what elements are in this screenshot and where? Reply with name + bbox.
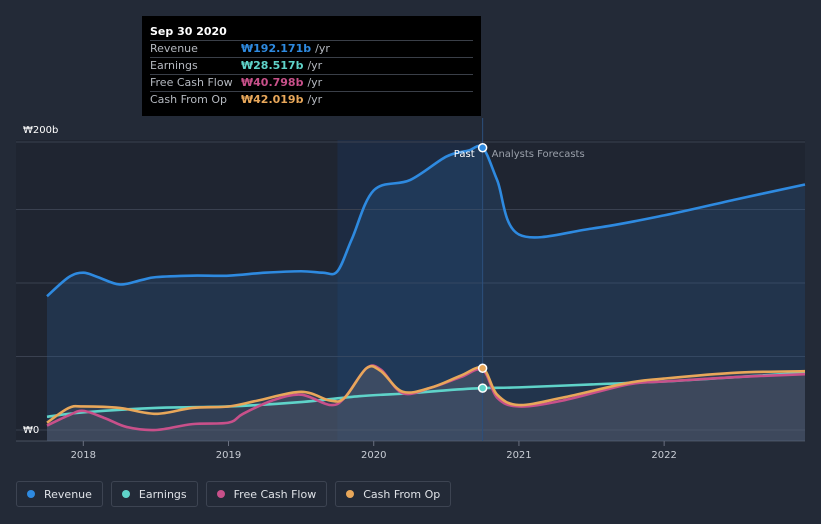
marker-earnings — [477, 383, 488, 393]
tooltip-date: Sep 30 2020 — [150, 25, 227, 38]
series-line — [46, 144, 806, 298]
marker-revenue — [477, 143, 488, 153]
x-tick-label: 2019 — [216, 450, 241, 461]
series-line — [46, 364, 806, 424]
tooltip-unit: /yr — [307, 93, 323, 106]
legend-dot-icon — [27, 490, 35, 498]
tooltip-unit: /yr — [307, 59, 323, 72]
legend-dot-icon — [346, 490, 355, 498]
tooltip-row-cash-from-op: Cash From Op ₩42.019b /yr — [150, 91, 473, 108]
tooltip-value: ₩42.019b — [241, 93, 304, 106]
hover-markers — [477, 143, 488, 393]
x-axis: 2018 2019 2020 2021 2022 — [71, 441, 677, 461]
series-area — [47, 365, 805, 441]
y-tick-label-top: ₩200b — [23, 125, 58, 136]
tooltip-value: ₩192.171b — [241, 42, 312, 55]
legend-item-revenue[interactable]: Revenue — [16, 481, 103, 507]
legend-item-earnings[interactable]: Earnings — [110, 481, 198, 507]
legend-label: Cash From Op — [363, 487, 441, 501]
tooltip-unit: /yr — [307, 76, 323, 89]
tooltip-label: Cash From Op — [150, 93, 228, 106]
series-area — [47, 145, 805, 441]
legend-label: Earnings — [138, 487, 187, 501]
series-area — [47, 366, 805, 441]
tooltip-label: Revenue — [150, 42, 198, 55]
x-tick-label: 2022 — [651, 450, 676, 461]
tooltip-row-free-cash-flow: Free Cash Flow ₩40.798b /yr — [150, 74, 473, 91]
y-tick-label-bottom: ₩0 — [23, 425, 39, 436]
legend-dot-icon — [216, 490, 225, 498]
x-tick-label: 2021 — [506, 450, 531, 461]
tooltip-label: Free Cash Flow — [150, 76, 233, 89]
past-label: Past — [454, 149, 475, 160]
tooltip-unit: /yr — [315, 42, 330, 55]
legend-dot-icon — [121, 490, 130, 498]
tooltip-value: ₩28.517b — [241, 59, 304, 72]
legend: Revenue Earnings Free Cash Flow Cash Fro… — [16, 481, 452, 507]
legend-item-cash-from-op[interactable]: Cash From Op — [335, 481, 452, 507]
tooltip: Sep 30 2020 Revenue ₩192.171b /yr Earnin… — [142, 16, 481, 116]
marker-cash-from-op — [477, 363, 488, 374]
series-areas — [47, 145, 805, 441]
tooltip-label: Earnings — [150, 59, 198, 72]
tooltip-value: ₩40.798b — [241, 76, 304, 89]
legend-label: Revenue — [44, 487, 92, 501]
series-lines — [46, 144, 806, 432]
past-highlight-band — [337, 140, 483, 441]
legend-item-free-cash-flow[interactable]: Free Cash Flow — [205, 481, 328, 507]
forecast-label: Analysts Forecasts — [492, 149, 585, 160]
legend-label: Free Cash Flow — [233, 487, 317, 501]
x-tick-label: 2018 — [71, 450, 96, 461]
x-tick-label: 2020 — [361, 450, 386, 461]
tooltip-row-revenue: Revenue ₩192.171b /yr — [150, 40, 473, 57]
tooltip-row-earnings: Earnings ₩28.517b /yr — [150, 57, 473, 74]
